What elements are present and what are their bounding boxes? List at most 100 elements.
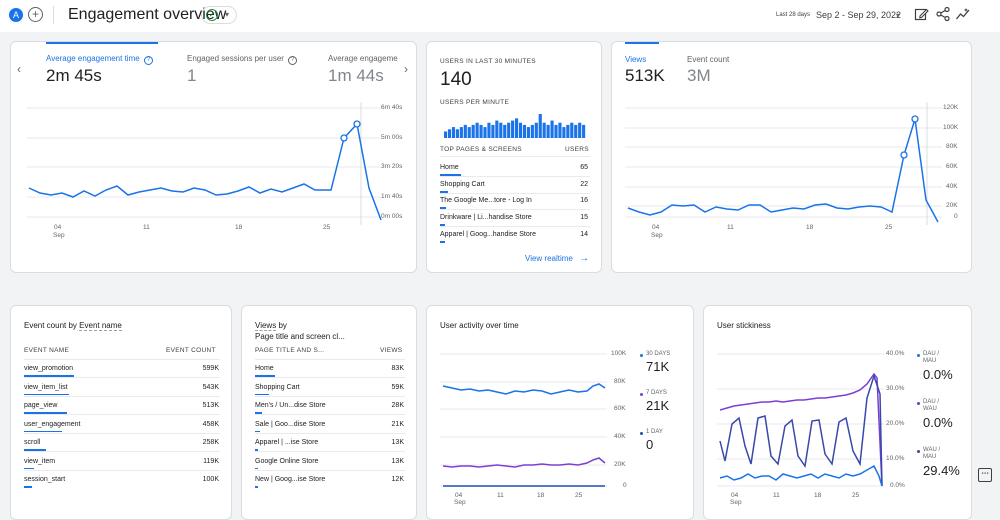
table-row-name[interactable]: view_item: [24, 457, 56, 465]
add-comparison-button[interactable]: +: [28, 7, 43, 22]
table-row-name[interactable]: session_start: [24, 476, 66, 483]
per-minute-bar: [558, 122, 562, 138]
help-icon[interactable]: ?: [143, 56, 153, 65]
active-tab-indicator: [625, 42, 659, 44]
page-title-column-header: PAGE TITLE AND S...: [255, 347, 325, 354]
y-tick: 80K: [946, 143, 958, 150]
share-bar: [24, 375, 74, 377]
dimension-picker[interactable]: Page title and screen cl...: [255, 332, 345, 341]
table-row-name[interactable]: Shopping Cart: [255, 383, 300, 391]
feedback-button[interactable]: [978, 468, 992, 482]
legend-label: DAU / WAU: [923, 399, 940, 412]
table-row-name[interactable]: Home: [255, 365, 274, 372]
tab-label: Average engagement time ?: [46, 54, 153, 65]
x-tick: 25: [885, 224, 893, 231]
share-bar: [440, 174, 461, 176]
legend-label: WAU / MAU: [923, 447, 941, 460]
help-icon[interactable]: ?: [288, 56, 298, 65]
legend-value: 0: [646, 437, 654, 452]
legend-label: 1 DAY: [646, 429, 663, 435]
chevron-left-icon[interactable]: ‹: [17, 62, 21, 76]
per-minute-bar: [491, 124, 495, 138]
x-tick: 18: [806, 224, 814, 231]
table-row-value: 59K: [391, 383, 404, 391]
x-tick: 11: [773, 492, 780, 499]
table-row-name[interactable]: Sale | Goo...dise Store: [255, 420, 326, 428]
y-tick: 100K: [943, 124, 959, 131]
table-row-name[interactable]: Apparel | ...ise Store: [255, 439, 319, 446]
x-tick: 25: [852, 492, 860, 499]
table-row-name[interactable]: New | Goog...ise Store: [255, 476, 326, 483]
table-row-name[interactable]: view_promotion: [24, 365, 74, 372]
table-row-value: 21K: [391, 420, 404, 428]
y-tick: 3m 20s: [381, 163, 403, 170]
divider: [440, 176, 590, 177]
table-row-value: 543K: [202, 383, 219, 391]
realtime-row-value: 22: [580, 181, 588, 188]
legend-label: DAU / MAU: [923, 351, 940, 364]
realtime-row-name[interactable]: Apparel | Goog...handise Store: [440, 231, 536, 238]
share-bar: [255, 430, 261, 432]
tab-value: 2m 45s: [46, 66, 102, 85]
y-tick: 60K: [614, 405, 626, 412]
user-stickiness-line-chart: [717, 353, 884, 487]
table-row-name[interactable]: scroll: [24, 439, 41, 446]
card-title: Event count by Event name: [24, 321, 122, 331]
divider: [440, 226, 590, 227]
per-minute-bar: [574, 124, 578, 138]
per-minute-bar: [495, 120, 499, 138]
table-row-name[interactable]: user_engagement: [24, 420, 81, 428]
table-row-name[interactable]: page_view: [24, 402, 58, 409]
chevron-down-icon: ▾: [225, 10, 230, 19]
y-tick: 20K: [614, 461, 626, 468]
y-tick: 5m 00s: [381, 134, 403, 141]
x-tick: 18: [537, 492, 545, 499]
views-column-header: VIEWS: [380, 347, 403, 354]
view-realtime-link[interactable]: View realtime →: [525, 253, 590, 264]
feedback-icon: [982, 472, 989, 474]
edit-icon[interactable]: [913, 6, 929, 22]
per-minute-bar: [471, 124, 475, 138]
y-tick: 120K: [943, 104, 959, 111]
report-status-dropdown[interactable]: ✓ ▾: [201, 6, 237, 24]
share-bar: [255, 375, 275, 377]
realtime-row-name[interactable]: Home: [440, 164, 459, 171]
share-bar: [24, 449, 46, 451]
per-minute-bar: [526, 127, 530, 138]
dimension-picker[interactable]: Event name: [79, 321, 122, 331]
legend-value: 71K: [646, 359, 670, 374]
table-row-value: 458K: [202, 420, 219, 428]
realtime-row-name[interactable]: Shopping Cart: [440, 181, 485, 188]
chevron-right-icon[interactable]: ›: [404, 62, 408, 76]
y-tick: 20.0%: [886, 420, 905, 427]
engagement-line-chart: [27, 102, 382, 225]
legend-label: 30 DAYS: [646, 351, 671, 357]
share-bar: [24, 430, 63, 432]
event-count-card: Event count by Event name EVENT NAME EVE…: [10, 305, 232, 520]
date-chevron-down-icon[interactable]: ▾: [896, 11, 901, 20]
share-icon[interactable]: [935, 6, 951, 22]
per-minute-bar: [554, 124, 558, 138]
share-bar: [24, 467, 34, 469]
property-avatar[interactable]: A: [9, 8, 23, 22]
realtime-row-name[interactable]: The Google Me...tore - Log In: [440, 197, 532, 204]
table-row-value: 599K: [202, 365, 219, 372]
per-minute-bar: [538, 114, 542, 138]
tab-label: Event count: [687, 55, 730, 64]
table-row-value: 13K: [391, 439, 404, 446]
date-range-picker[interactable]: Sep 2 - Sep 29, 2022: [816, 10, 902, 20]
legend-dot-dau-mau: [917, 354, 920, 357]
per-minute-bar: [483, 127, 487, 138]
y-tick: 60K: [946, 163, 958, 170]
realtime-row-name[interactable]: Drinkware | Li...handise Store: [440, 214, 532, 221]
table-row-name[interactable]: Men's / Un...dise Store: [255, 402, 326, 409]
insights-icon[interactable]: [955, 6, 971, 22]
table-row-name[interactable]: Google Online Store: [255, 457, 319, 465]
legend-dot-1-day: [640, 432, 643, 435]
table-row-name[interactable]: view_item_list: [24, 383, 68, 391]
divider: [255, 395, 405, 397]
y-tick: 0m 00s: [381, 213, 403, 220]
per-minute-bar: [518, 122, 523, 138]
metric-picker[interactable]: Views: [255, 321, 277, 331]
x-tick: 11: [727, 224, 734, 231]
